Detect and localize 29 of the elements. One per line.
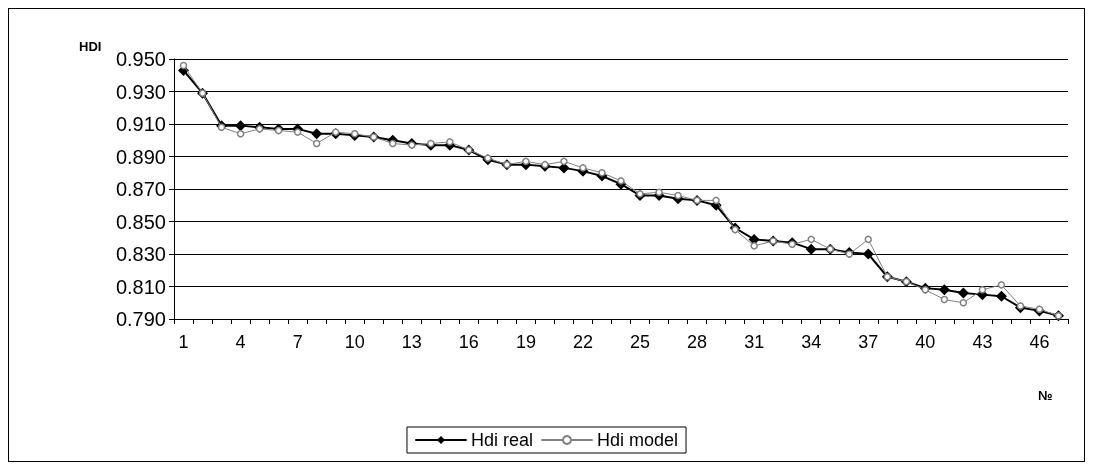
x-tick-label: 40	[915, 332, 936, 352]
x-tick-label: 1	[178, 332, 189, 352]
y-tick-label: 0.830	[115, 243, 166, 265]
x-tick-label: 37	[858, 332, 879, 352]
x-tick-label: 25	[630, 332, 651, 352]
y-axis-title: HDI	[79, 39, 102, 54]
y-tick-label: 0.810	[115, 275, 166, 298]
y-tick-label: 0.910	[115, 113, 166, 135]
y-tick-label: 0.930	[115, 80, 166, 103]
y-tick-label: 0.890	[115, 145, 166, 168]
x-tick-label: 28	[687, 332, 708, 352]
x-tick-label: 16	[458, 332, 479, 352]
x-tick-label: 43	[972, 332, 993, 352]
legend-label: Hdi real	[470, 430, 533, 450]
y-tick-label: 0.950	[115, 48, 166, 70]
x-tick-label: 31	[744, 332, 765, 352]
x-tick-label: 7	[292, 332, 303, 352]
x-tick-label: 34	[801, 332, 822, 352]
x-tick-label: 19	[515, 332, 536, 352]
legend-label: Hdi model	[596, 430, 679, 450]
x-axis-title: №	[1038, 388, 1053, 403]
x-tick-label: 4	[235, 332, 246, 352]
y-tick-label: 0.850	[115, 210, 166, 233]
x-tick-label: 13	[401, 332, 422, 352]
y-tick-label: 0.790	[115, 308, 166, 330]
x-tick-label: 22	[572, 332, 593, 352]
x-tick-label: 46	[1029, 332, 1050, 352]
x-tick-label: 10	[344, 332, 365, 352]
y-tick-label: 0.870	[115, 178, 166, 200]
